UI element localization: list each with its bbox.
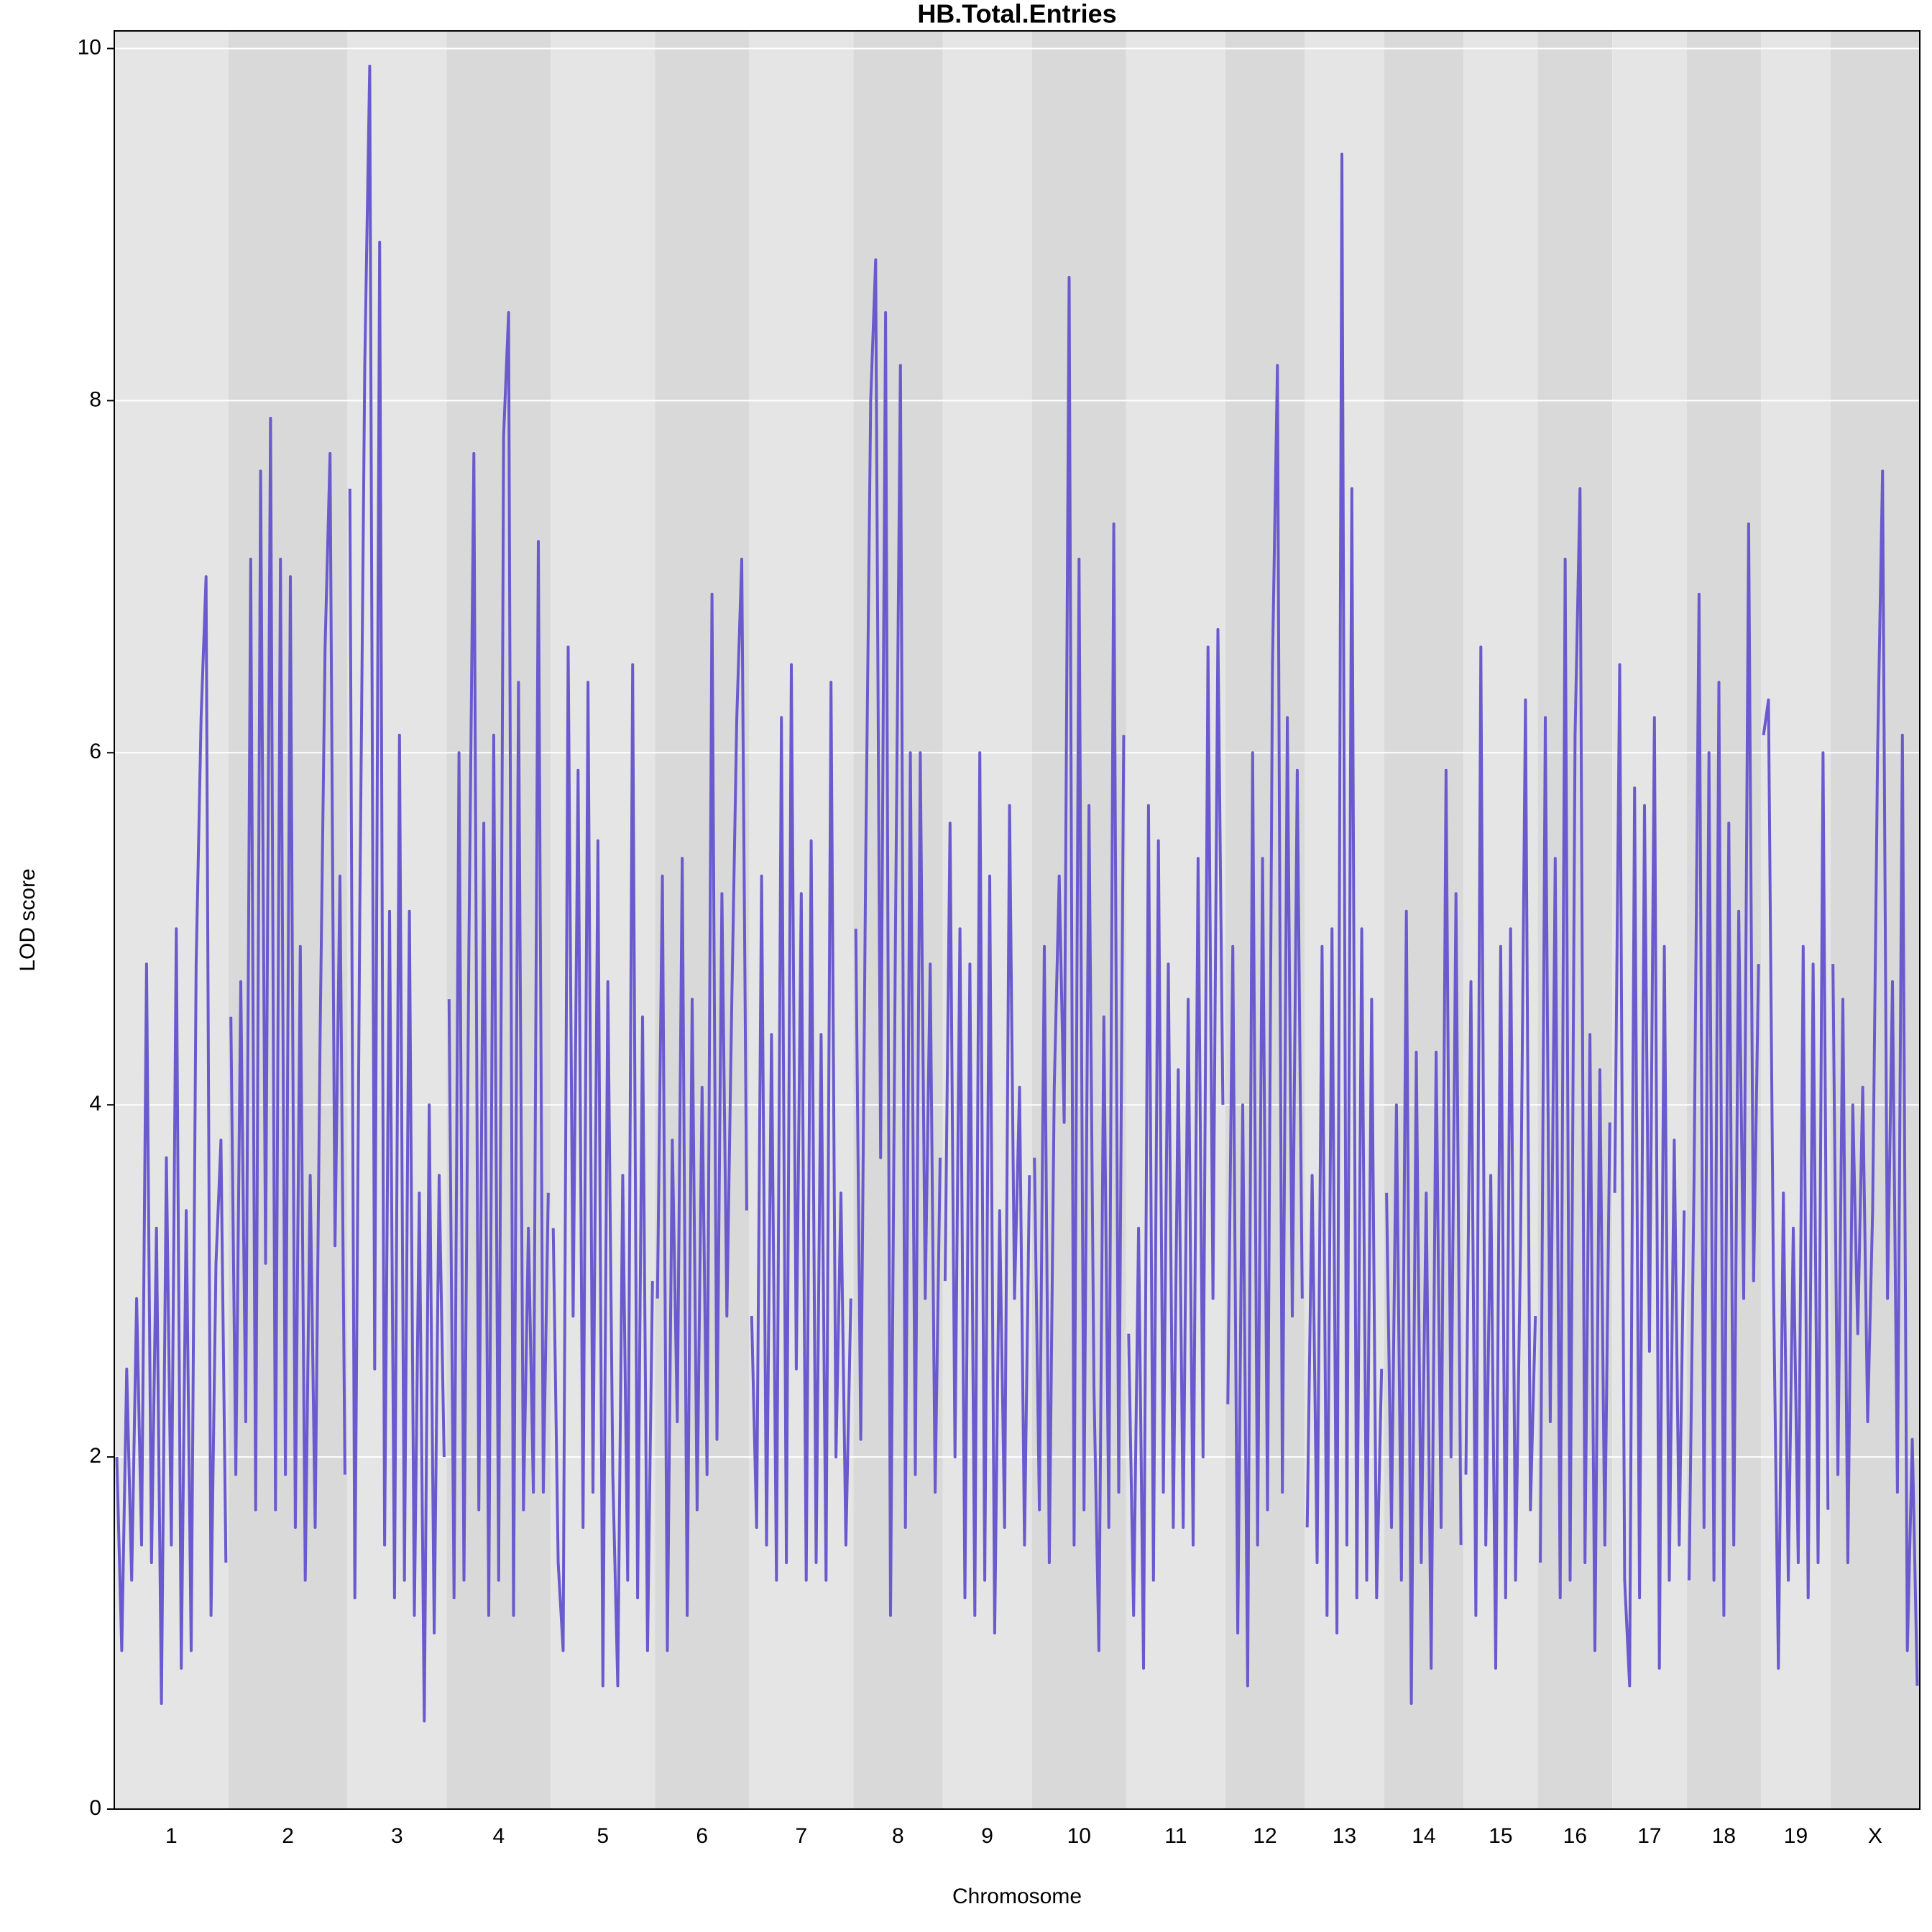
x-tick-label: 17: [1637, 1824, 1661, 1848]
lod-line: [551, 645, 654, 1688]
chromosome-band: [1384, 31, 1464, 1809]
lod-line: [854, 258, 942, 1617]
y-tick-label: 0: [89, 1796, 101, 1820]
y-tick-label: 8: [89, 387, 101, 411]
x-tick-label: 9: [981, 1824, 993, 1848]
lod-line: [1385, 768, 1463, 1705]
x-tick-label: 18: [1712, 1824, 1736, 1848]
chromosome-band: [853, 31, 943, 1809]
x-axis-label: Chromosome: [952, 1885, 1082, 1908]
lod-line: [1127, 627, 1225, 1670]
lod-line: [1464, 645, 1537, 1670]
x-tick-label: 16: [1563, 1824, 1587, 1848]
chromosome-band: [942, 31, 1032, 1809]
lod-line: [348, 65, 446, 1723]
lod-line: [1613, 663, 1686, 1688]
y-tick-label: 10: [78, 35, 101, 59]
lod-line: [115, 575, 228, 1705]
lod-line: [750, 663, 852, 1582]
x-tick-label: 3: [391, 1824, 403, 1848]
lod-line: [1688, 522, 1760, 1617]
lod-line: [1831, 469, 1919, 1686]
lod-line: [943, 751, 1031, 1634]
x-tick-label: 7: [795, 1824, 807, 1848]
x-tick-label: 2: [282, 1824, 294, 1848]
x-tick-label: 1: [165, 1824, 178, 1848]
plot-frame: [114, 30, 1920, 1810]
x-tick-label: 12: [1253, 1824, 1276, 1848]
x-tick-label: 19: [1784, 1824, 1808, 1848]
x-tick-label: 11: [1164, 1824, 1187, 1848]
x-tick-label: X: [1868, 1824, 1882, 1848]
lod-line: [229, 416, 346, 1582]
y-axis-label: LOD score: [16, 868, 40, 971]
x-tick-label: 8: [892, 1824, 904, 1848]
lod-line: [656, 557, 748, 1652]
lod-line: [1539, 487, 1611, 1652]
y-tick-label: 2: [89, 1444, 101, 1468]
x-tick-label: 10: [1067, 1824, 1091, 1848]
y-tick-label: 4: [89, 1092, 101, 1116]
x-tick-label: 14: [1412, 1824, 1435, 1848]
x-tick-label: 15: [1489, 1824, 1512, 1848]
lod-line: [1762, 698, 1830, 1670]
x-tick-label: 4: [492, 1824, 505, 1848]
x-tick-label: 6: [696, 1824, 708, 1848]
x-tick-label: 13: [1333, 1824, 1356, 1848]
lod-line: [447, 310, 550, 1617]
lod-line: [1305, 152, 1384, 1634]
y-tick-label: 6: [89, 740, 101, 763]
lod-line: [1226, 364, 1304, 1688]
chart-title: HB.Total.Entries: [917, 0, 1116, 29]
x-tick-label: 5: [597, 1824, 609, 1848]
lod-line: [1033, 275, 1126, 1652]
